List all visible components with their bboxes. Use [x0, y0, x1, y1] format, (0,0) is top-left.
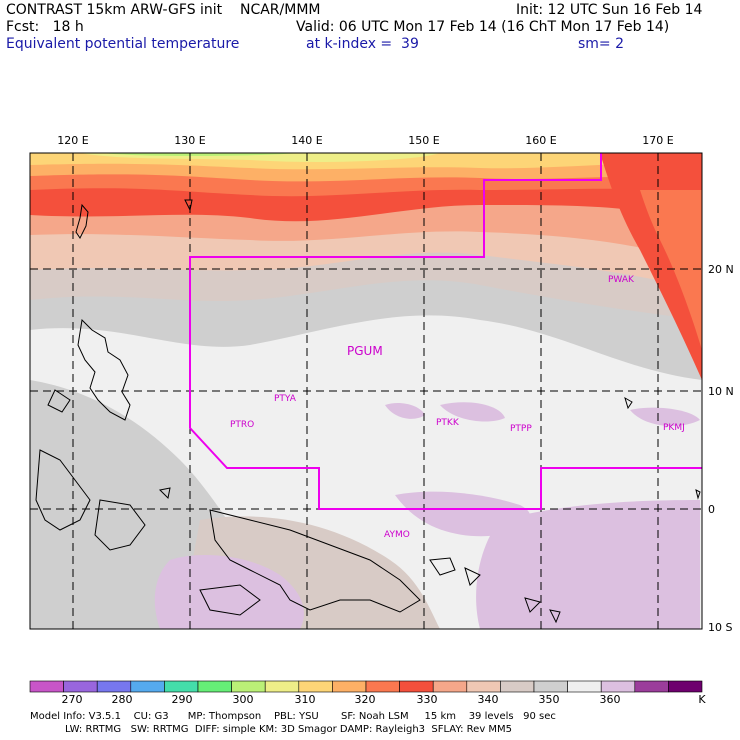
colorbar-units: K: [698, 693, 706, 706]
lat-label-10s: 10 S: [708, 621, 733, 634]
colorbar-swatch: [365, 680, 400, 693]
lon-label-160e: 160 E: [525, 134, 557, 147]
station-label: PTPP: [510, 424, 532, 434]
map-frame: [29, 152, 703, 630]
theta-e-field: [30, 153, 702, 629]
init-time: Init: 12 UTC Sun 16 Feb 14: [516, 2, 703, 18]
model-info-line2: LW: RRTMG SW: RRTMG DIFF: simple KM: 3D …: [30, 724, 513, 735]
colorbar-swatch: [29, 680, 64, 693]
colorbar-label: 330: [416, 693, 438, 706]
colorbar-swatch: [130, 680, 165, 693]
lon-label-120e: 120 E: [57, 134, 89, 147]
colorbar-swatch: [668, 680, 703, 693]
station-label: PWAK: [608, 275, 635, 285]
lat-label-10n: 10 N: [708, 385, 734, 398]
lon-label-150e: 150 E: [408, 134, 440, 147]
lat-label-20n: 20 N: [708, 263, 734, 276]
level-index: at k-index = 39: [306, 36, 419, 52]
colorbar-label: 340: [477, 693, 499, 706]
colorbar-label: 280: [111, 693, 133, 706]
station-label: PTYA: [274, 394, 297, 404]
colorbar-label: 300: [232, 693, 254, 706]
colorbar-swatch: [96, 680, 132, 693]
station-label: AYMO: [384, 530, 410, 540]
colorbar-swatch: [231, 680, 266, 693]
colorbar-swatch: [264, 680, 300, 693]
colorbar-swatch: [500, 680, 535, 693]
field-name: Equivalent potential temperature: [6, 36, 240, 52]
region-boundary: [189, 153, 702, 510]
colorbar-label: 360: [599, 693, 621, 706]
station-label: PTKK: [436, 418, 460, 428]
lat-label-0: 0: [708, 503, 715, 516]
lon-label-140e: 140 E: [291, 134, 323, 147]
colorbar-swatch: [600, 680, 636, 693]
station-label: PGUM: [347, 344, 383, 358]
model-info-line1: Model Info: V3.5.1 CU: G3 MP: Thompson P…: [30, 711, 556, 722]
lon-label-130e: 130 E: [174, 134, 206, 147]
lon-label-170e: 170 E: [642, 134, 674, 147]
station-label: PKMJ: [663, 423, 685, 433]
colorbar-swatch: [533, 680, 568, 693]
colorbar-label: 320: [354, 693, 376, 706]
colorbar-label: 310: [294, 693, 316, 706]
station-label: PTRO: [230, 420, 254, 430]
colorbar-swatch: [634, 680, 669, 693]
colorbar-swatch: [399, 680, 434, 693]
colorbar-swatch: [164, 680, 199, 693]
valid-time: Valid: 06 UTC Mon 17 Feb 14 (16 ChT Mon …: [296, 19, 670, 35]
forecast-hour: Fcst: 18 h: [6, 19, 84, 35]
colorbar-swatch: [567, 680, 602, 693]
colorbar-label: 270: [61, 693, 83, 706]
colorbar-swatch: [432, 680, 468, 693]
colorbar-swatch: [63, 680, 98, 693]
model-title: CONTRAST 15km ARW-GFS init NCAR/MMM: [6, 2, 321, 18]
smoothing: sm= 2: [578, 36, 625, 52]
colorbar-label: 350: [538, 693, 560, 706]
colorbar-swatch: [466, 680, 501, 693]
colorbar-swatch: [298, 680, 333, 693]
colorbar-swatch: [197, 680, 232, 693]
colorbar-label: 290: [171, 693, 193, 706]
coastlines: [35, 199, 701, 624]
colorbar-swatch: [332, 680, 367, 693]
